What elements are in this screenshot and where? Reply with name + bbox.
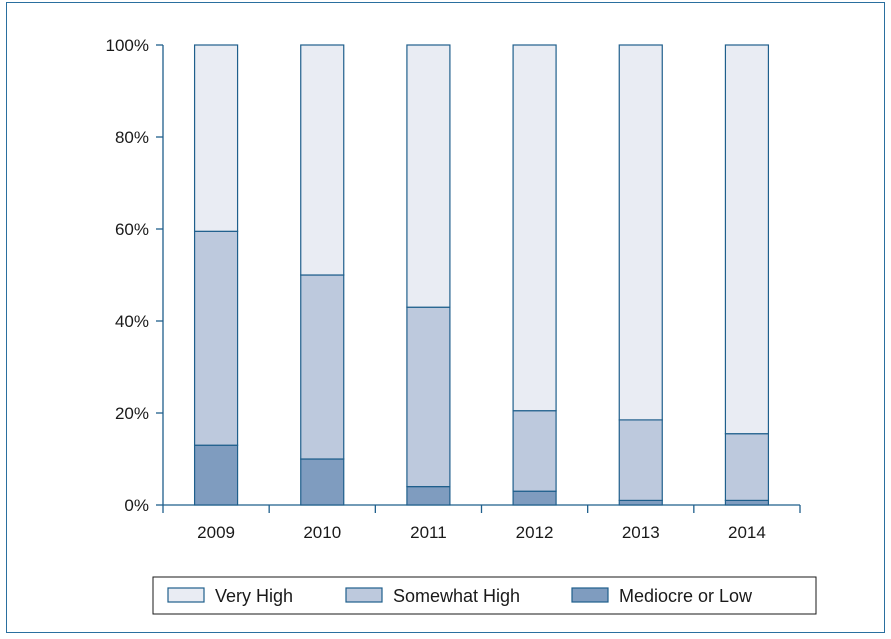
bar-somewhat-high-2010 — [300, 274, 345, 460]
bar-very-high-2010 — [300, 44, 345, 276]
bar-very-high-2013 — [618, 44, 663, 421]
x-tick-label: 2010 — [303, 523, 341, 542]
bar-very-high-2014 — [724, 44, 770, 435]
legend-swatch-somewhat-high — [345, 587, 383, 603]
bar-somewhat-high-2009 — [193, 230, 239, 446]
bar-mediocre-or-low-2013 — [618, 499, 663, 506]
y-tick-label: 0% — [124, 496, 149, 515]
y-tick-label: 80% — [115, 128, 149, 147]
bar-mediocre-or-low-2012 — [512, 490, 557, 506]
legend-swatch-very-high — [167, 587, 205, 603]
x-tick-label: 2014 — [728, 523, 766, 542]
bar-somewhat-high-2011 — [406, 306, 451, 488]
bar-mediocre-or-low-2009 — [193, 444, 239, 506]
legend-box — [152, 576, 817, 615]
legend-label-very-high: Very High — [215, 586, 293, 606]
bar-mediocre-or-low-2014 — [724, 499, 770, 506]
bar-mediocre-or-low-2011 — [406, 486, 451, 506]
y-tick-label: 100% — [106, 36, 149, 55]
bar-somewhat-high-2012 — [512, 410, 557, 492]
bar-mediocre-or-low-2010 — [300, 458, 345, 506]
bar-somewhat-high-2013 — [618, 419, 663, 501]
legend-swatch-mediocre-or-low — [571, 587, 609, 603]
legend-label-somewhat-high: Somewhat High — [393, 586, 520, 606]
bar-somewhat-high-2014 — [724, 433, 770, 502]
x-tick-label: 2013 — [622, 523, 660, 542]
y-tick-label: 60% — [115, 220, 149, 239]
bar-very-high-2012 — [512, 44, 557, 412]
x-tick-label: 2012 — [516, 523, 554, 542]
bar-very-high-2011 — [406, 44, 451, 308]
bar-very-high-2009 — [193, 44, 239, 232]
y-tick-label: 20% — [115, 404, 149, 423]
legend-label-mediocre-or-low: Mediocre or Low — [619, 586, 753, 606]
x-tick-label: 2009 — [197, 523, 235, 542]
y-tick-label: 40% — [115, 312, 149, 331]
x-tick-label: 2011 — [410, 523, 447, 542]
